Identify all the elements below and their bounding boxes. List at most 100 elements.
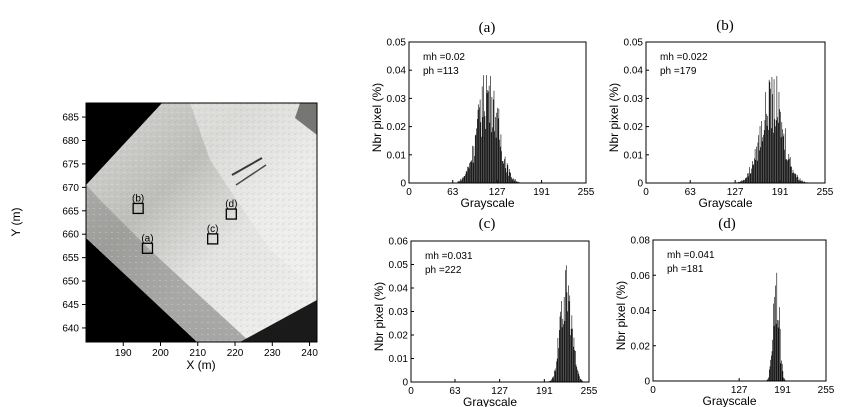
y-tick-label: 0.06 — [389, 237, 409, 248]
panel-label: (a) — [479, 20, 496, 36]
y-axis-label: Nbr pixel (%) — [372, 282, 386, 351]
histogram-bar — [580, 379, 582, 382]
histogram-bar — [477, 109, 479, 183]
y-tick-label: 0.06 — [631, 271, 651, 282]
histogram-bar — [515, 179, 516, 183]
histogram-bar — [515, 181, 517, 183]
y-tick-label: 0.01 — [387, 150, 407, 161]
histogram-bar — [573, 337, 575, 382]
histogram-bar — [558, 330, 560, 382]
x-tick-label: 191 — [774, 385, 791, 396]
histogram-bar — [477, 118, 478, 183]
histogram-bar — [568, 301, 570, 382]
histogram-bar — [551, 379, 552, 382]
y-tick-label: 0 — [400, 179, 406, 190]
histogram-bar — [461, 180, 462, 183]
histogram-bar — [784, 149, 785, 183]
histogram-bar — [751, 161, 753, 183]
histogram-bar — [779, 307, 780, 381]
histogram-bar — [475, 134, 477, 183]
histogram-bar — [772, 94, 773, 183]
histogram-bar — [742, 180, 743, 183]
histogram-bar — [513, 178, 514, 183]
map-marker: (c) — [207, 224, 219, 245]
histogram-bar — [771, 77, 773, 183]
histogram-bar — [752, 165, 754, 183]
map-y-tick-label: 675 — [62, 159, 79, 170]
histogram-bar — [803, 181, 805, 183]
map-x-tick-label: 240 — [301, 348, 318, 359]
histogram-bar — [751, 168, 752, 183]
histogram-bar — [770, 128, 772, 183]
histogram-bar — [741, 180, 743, 183]
histogram-bar — [572, 346, 574, 382]
histogram-bar — [490, 76, 491, 183]
histogram-bar — [749, 173, 751, 183]
histogram-bar — [498, 108, 500, 183]
histogram-bar — [779, 328, 781, 381]
x-tick-label: 255 — [818, 385, 835, 396]
histogram-bar — [789, 158, 790, 183]
histogram-bar — [489, 122, 491, 183]
histogram-bar — [773, 79, 775, 183]
histogram-bar — [460, 179, 461, 183]
histogram-bar — [783, 378, 785, 381]
x-tick-label: 127 — [727, 187, 744, 198]
histogram-bar — [577, 369, 578, 382]
y-tick-label: 0.08 — [631, 236, 651, 247]
histogram-bar — [777, 327, 779, 381]
histogram-bar — [511, 177, 512, 183]
histogram-bar — [493, 90, 495, 183]
histogram-bar — [740, 181, 742, 183]
histogram-bar — [767, 115, 769, 183]
histogram-bar — [764, 120, 766, 183]
histogram-bar — [518, 182, 520, 183]
annotation-text: mh =0.041 — [667, 250, 715, 261]
marker-label: (c) — [207, 224, 219, 235]
x-tick-label: 255 — [581, 386, 598, 397]
histogram-bar — [793, 172, 795, 183]
histogram-bar — [553, 376, 554, 382]
histogram-b: 0 63 127 191 255 0 0.01 0.02 0.03 0.04 0.05 mh =0.0… — [607, 18, 834, 210]
histogram-bar — [759, 150, 760, 183]
histogram-bar — [516, 181, 518, 183]
map-y-tick-label: 655 — [62, 253, 79, 264]
histogram-bar — [786, 159, 787, 183]
histogram-bar — [508, 175, 509, 183]
histogram-bar — [558, 348, 559, 382]
histogram-bar — [767, 378, 769, 381]
histogram-bar — [508, 168, 510, 183]
histogram-bar — [504, 159, 505, 183]
y-tick-label: 0.03 — [387, 94, 407, 105]
histogram-c: 0 63 127 191 255 0 0.01 0.02 0.03 0.04 0.05 0.06 mh … — [372, 216, 598, 407]
histogram-bar — [506, 163, 508, 183]
histogram-bar — [497, 118, 499, 183]
histogram-bar — [457, 181, 459, 183]
histogram-bar — [490, 132, 492, 183]
x-tick-label: 127 — [491, 386, 508, 397]
annotation-text: mh =0.031 — [425, 251, 473, 262]
panel-label: (d) — [718, 216, 736, 232]
histogram-bar — [799, 178, 801, 183]
x-tick-label: 127 — [731, 385, 748, 396]
histogram-bars — [457, 75, 521, 183]
histogram-bar — [766, 379, 768, 381]
histogram-d: 0 127 191 255 0 0.02 0.04 0.06 0.08 mh =0.041 ph =… — [614, 216, 835, 407]
histogram-bar — [507, 165, 509, 183]
histogram-bar — [773, 303, 774, 381]
histogram-bar — [481, 136, 482, 183]
histogram-bar — [579, 378, 581, 382]
y-tick-label: 0.01 — [389, 354, 409, 365]
y-tick-label: 0.02 — [631, 341, 651, 352]
marker-label: (a) — [141, 233, 153, 244]
y-tick-label: 0.05 — [387, 38, 407, 49]
histogram-bar — [737, 182, 738, 183]
histogram-bar — [774, 296, 776, 381]
histogram-bar — [505, 168, 507, 183]
histogram-bar — [781, 122, 783, 183]
histogram-bar — [458, 181, 460, 183]
histogram-bar — [577, 371, 579, 382]
histogram-bar — [465, 173, 466, 183]
histogram-bar — [469, 163, 470, 183]
histogram-bar — [775, 120, 777, 183]
